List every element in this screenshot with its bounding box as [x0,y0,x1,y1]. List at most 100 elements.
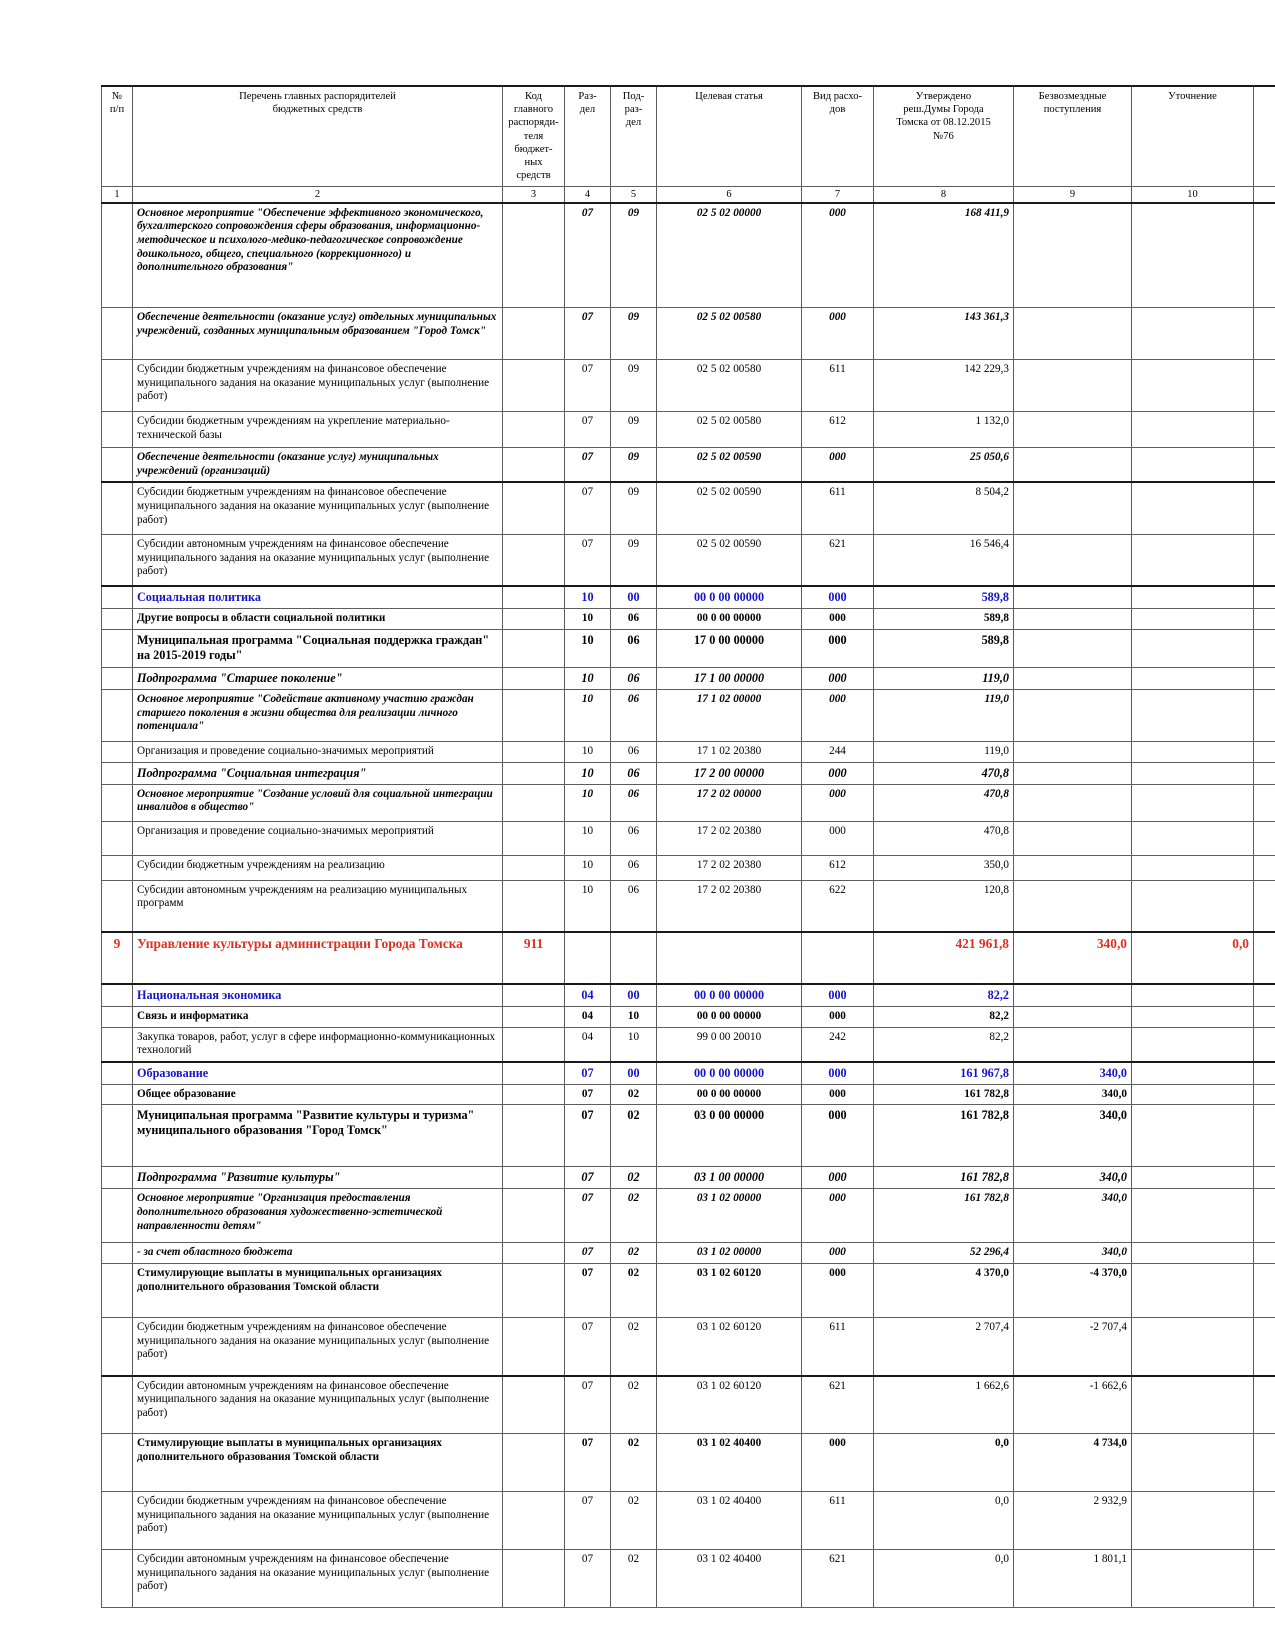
row-target-article: 17 2 02 00000 [656,783,802,822]
row-target-article: 03 1 02 60120 [656,1263,802,1319]
header-code-line5: ных средств [516,157,551,182]
row-razdel: 07 [564,533,611,587]
header-number-2: 2 [132,185,503,204]
row-podrazdel: 00 [610,982,657,1007]
row-podrazdel: 02 [610,1263,657,1319]
row-free-receipts [1013,533,1132,587]
row-number [101,359,133,413]
row-number [101,1188,133,1244]
row-tail [1253,1104,1275,1168]
table-row: Субсидии автономным учреждениям на финан… [101,1549,1275,1609]
row-free-receipts: -1 662,6 [1013,1374,1132,1435]
table-row: Связь и информатика 04 10 00 0 00 00000 000 8… [101,1005,1275,1028]
row-target-article: 02 5 02 00590 [656,447,802,483]
row-number [101,1104,133,1168]
row-tail [1253,447,1275,483]
header-number-1: 1 [101,185,133,204]
header-podrazdel: Под- раз- дел [610,84,657,187]
row-number [101,1242,133,1265]
row-refinement [1131,854,1254,881]
row-tail [1253,608,1275,630]
table-row: Основное мероприятие "Содействие активно… [101,688,1275,742]
budget-table: № п/п Перечень главных распорядителей бю… [101,84,1275,1609]
row-free-receipts [1013,1005,1132,1028]
row-tail [1253,1188,1275,1244]
row-free-receipts [1013,879,1132,933]
row-razdel: 10 [564,628,611,668]
row-free-receipts [1013,585,1132,610]
row-approved-amount: 0,0 [873,1433,1014,1493]
row-razdel: 07 [564,1549,611,1609]
row-number [101,1166,133,1190]
table-row: Субсидии бюджетным учреждениям на финанс… [101,1317,1275,1377]
row-free-receipts [1013,411,1132,449]
row-expense-kind: 000 [801,201,874,309]
header-num: № п/п [101,84,133,187]
row-chief-code [502,608,565,630]
row-expense-kind: 000 [801,1083,874,1106]
row-podrazdel: 06 [610,666,657,690]
header-num-line1: № [111,91,123,102]
row-free-receipts [1013,666,1132,690]
row-name: Национальная экономика [132,982,503,1007]
row-tail [1253,307,1275,361]
row-approved-amount: 168 411,9 [873,201,1014,309]
row-razdel: 07 [564,1374,611,1435]
row-free-receipts: 340,0 [1013,1166,1132,1190]
header-name-line2: бюджетных средств [272,104,363,116]
row-tail [1253,1083,1275,1106]
row-refinement [1131,628,1254,668]
table-row: Субсидии автономным учреждениям на реали… [101,879,1275,933]
row-refinement [1131,1083,1254,1106]
table-row: Основное мероприятие "Создание условий д… [101,783,1275,822]
table-row: Подпрограмма "Социальная интеграция" 10 06… [101,761,1275,785]
row-podrazdel: 06 [610,854,657,881]
row-razdel: 10 [564,854,611,881]
row-tail [1253,1242,1275,1265]
row-number [101,481,133,535]
header-code-line3: распоряди- [508,117,559,129]
row-tail [1253,783,1275,822]
row-free-receipts: 340,0 [1013,1104,1132,1168]
header-podrazdel-line2: раз- [624,104,643,116]
row-refinement [1131,1263,1254,1319]
row-approved-amount: 161 782,8 [873,1188,1014,1244]
row-expense-kind: 000 [801,1104,874,1168]
row-free-receipts: 340,0 [1013,1083,1132,1106]
row-tail [1253,1433,1275,1493]
row-target-article: 00 0 00 00000 [656,1060,802,1085]
row-target-article: 17 1 00 00000 [656,666,802,690]
row-target-article: 17 1 02 20380 [656,740,802,763]
row-number [101,307,133,361]
row-podrazdel: 02 [610,1549,657,1609]
header-code-line1: Код [525,91,542,102]
row-podrazdel: 02 [610,1166,657,1190]
row-approved-amount: 82,2 [873,982,1014,1007]
row-approved-amount: 143 361,3 [873,307,1014,361]
row-approved-amount: 589,8 [873,585,1014,610]
row-razdel: 07 [564,1104,611,1168]
row-name: Субсидии бюджетным учреждениям на укрепл… [132,411,503,449]
row-podrazdel: 09 [610,533,657,587]
row-razdel: 10 [564,783,611,822]
row-tail [1253,761,1275,785]
row-free-receipts [1013,628,1132,668]
row-chief-code [502,1263,565,1319]
row-podrazdel: 09 [610,307,657,361]
header-number-9: 9 [1013,185,1132,204]
row-tail [1253,481,1275,535]
row-free-receipts: -4 370,0 [1013,1263,1132,1319]
row-refinement [1131,820,1254,856]
row-name: Муниципальная программа "Социальная подд… [132,628,503,668]
row-expense-kind: 000 [801,307,874,361]
row-approved-amount: 470,8 [873,820,1014,856]
row-podrazdel: 02 [610,1491,657,1551]
row-target-article: 03 1 02 60120 [656,1317,802,1377]
row-free-receipts [1013,359,1132,413]
row-expense-kind: 611 [801,1491,874,1551]
header-code-line2: главного [513,104,554,116]
row-expense-kind: 621 [801,1549,874,1609]
header-article: Целевая статья [656,84,802,187]
row-approved-amount: 0,0 [873,1549,1014,1609]
row-refinement [1131,666,1254,690]
